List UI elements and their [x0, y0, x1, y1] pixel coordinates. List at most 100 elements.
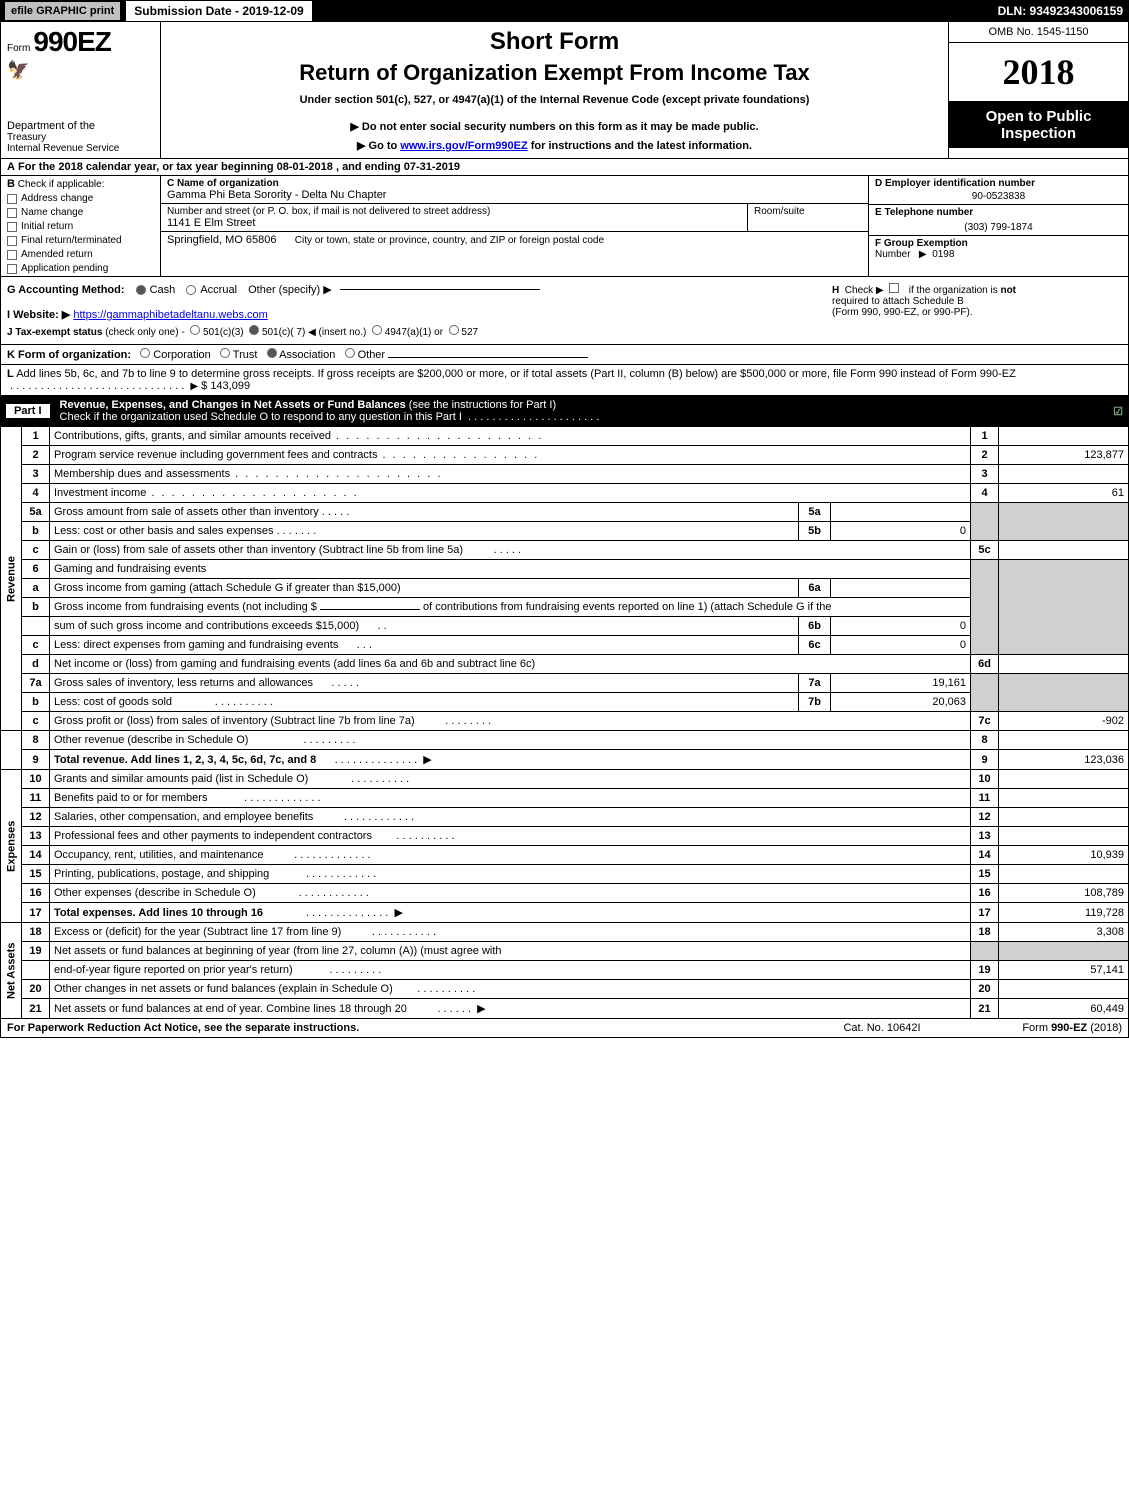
col-num: 15 [971, 865, 999, 884]
j-insert: ◀ (insert no.) [308, 327, 366, 338]
checkbox-address-change[interactable]: Address change [7, 193, 154, 204]
other-specify-line [340, 289, 540, 290]
sub-num: 7a [799, 674, 831, 693]
table-row: c Gross profit or (loss) from sales of i… [1, 712, 1129, 731]
col-num: 13 [971, 827, 999, 846]
omb-number: OMB No. 1545-1150 [949, 22, 1128, 43]
checkbox-icon [7, 236, 17, 246]
e-row: E Telephone number (303) 799-1874 [869, 205, 1128, 236]
line-a-label: A [7, 161, 15, 173]
checkbox-application-pending[interactable]: Application pending [7, 263, 154, 274]
radio-527[interactable] [449, 325, 459, 335]
line-a-ending: , and ending 07-31-2019 [336, 161, 460, 173]
website-link[interactable]: https://gammaphibetadeltanu.webs.com [73, 309, 267, 321]
gray-cell [971, 674, 999, 712]
public-note: ▶ Do not enter social security numbers o… [171, 120, 938, 133]
table-row: Net Assets 18 Excess or (deficit) for th… [1, 923, 1129, 942]
line-desc: Other expenses (describe in Schedule O) … [50, 884, 971, 903]
sub-val: 19,161 [831, 674, 971, 693]
dln-label: DLN: 93492343006159 [998, 4, 1123, 18]
sub-num: 6c [799, 636, 831, 655]
h-right: H Check ▶ if the organization is not req… [822, 283, 1122, 338]
line-num: 2 [22, 446, 50, 465]
checkbox-h[interactable] [889, 283, 899, 293]
table-row: 17 Total expenses. Add lines 10 through … [1, 903, 1129, 923]
table-row: Expenses 10 Grants and similar amounts p… [1, 770, 1129, 789]
radio-cash[interactable] [136, 285, 146, 295]
line-desc: Occupancy, rent, utilities, and maintena… [50, 846, 971, 865]
header-center: Short Form Return of Organization Exempt… [161, 22, 948, 158]
table-row: a Gross income from gaming (attach Sched… [1, 579, 1129, 598]
sub-val: 0 [831, 617, 971, 636]
radio-501c[interactable] [249, 325, 259, 335]
eagle-icon: 🦅 [7, 60, 154, 81]
checkbox-name-change[interactable]: Name change [7, 207, 154, 218]
checkbox-label: Final return/terminated [21, 235, 122, 246]
radio-501c3[interactable] [190, 325, 200, 335]
sub-num: 7b [799, 693, 831, 712]
gray-cell [999, 942, 1129, 961]
line-num: d [22, 655, 50, 674]
d-row: D Employer identification number 90-0523… [869, 176, 1128, 205]
table-row: 8 Other revenue (describe in Schedule O)… [1, 731, 1129, 750]
gray-cell [999, 560, 1129, 655]
part-1-desc: Revenue, Expenses, and Changes in Net As… [60, 399, 1114, 423]
b-label: B [7, 178, 15, 190]
submission-date-box: Submission Date - 2019-12-09 [125, 0, 312, 22]
table-row: 2 Program service revenue including gove… [1, 446, 1129, 465]
radio-corp[interactable] [140, 348, 150, 358]
radio-accrual[interactable] [186, 285, 196, 295]
col-num: 14 [971, 846, 999, 865]
radio-assoc[interactable] [267, 348, 277, 358]
sub-num: 5b [799, 522, 831, 541]
sub-num: 6b [799, 617, 831, 636]
radio-other-org[interactable] [345, 348, 355, 358]
footer-cat-no: Cat. No. 10642I [802, 1022, 962, 1034]
col-num: 11 [971, 789, 999, 808]
h-text3: (Form 990, 990-EZ, or 990-PF). [832, 307, 973, 318]
department-label-1: Department of the [7, 120, 154, 132]
line-desc: sum of such gross income and contributio… [50, 617, 799, 636]
value-cell: 61 [999, 484, 1129, 503]
h-text1: if the organization is [909, 285, 1001, 296]
line-desc: Gross amount from sale of assets other t… [50, 503, 799, 522]
l6b-part2: of contributions from fundraising events… [423, 601, 831, 613]
line-num: 5a [22, 503, 50, 522]
sub-num: 5a [799, 503, 831, 522]
checkbox-icon [7, 222, 17, 232]
col-def: D Employer identification number 90-0523… [868, 176, 1128, 276]
value-cell [999, 731, 1129, 750]
line-desc: Less: direct expenses from gaming and fu… [50, 636, 799, 655]
checkbox-label: Name change [21, 207, 83, 218]
table-row: 9 Total revenue. Add lines 1, 2, 3, 4, 5… [1, 750, 1129, 770]
col-num: 7c [971, 712, 999, 731]
l-text: Add lines 5b, 6c, and 7b to line 9 to de… [16, 368, 1016, 380]
main-table: Revenue 1 Contributions, gifts, grants, … [0, 426, 1129, 1019]
expenses-side-label: Expenses [1, 770, 22, 923]
line-desc: Gain or (loss) from sale of assets other… [50, 541, 971, 560]
line-num: 19 [22, 942, 50, 961]
checkbox-amended-return[interactable]: Amended return [7, 249, 154, 260]
goto-link[interactable]: www.irs.gov/Form990EZ [400, 140, 527, 152]
checkbox-initial-return[interactable]: Initial return [7, 221, 154, 232]
col-num: 17 [971, 903, 999, 923]
part-1-check-text: Check if the organization used Schedule … [60, 411, 462, 423]
sub-val: 0 [831, 636, 971, 655]
line-desc: Gross sales of inventory, less returns a… [50, 674, 799, 693]
gray-cell [971, 942, 999, 961]
footer-left: For Paperwork Reduction Act Notice, see … [7, 1022, 802, 1034]
h-label: H [832, 285, 839, 296]
line-desc: Other revenue (describe in Schedule O) .… [50, 731, 971, 750]
checkbox-label: Address change [21, 193, 93, 204]
street-address: 1141 E Elm Street [167, 217, 741, 229]
return-title: Return of Organization Exempt From Incom… [171, 60, 938, 86]
line-num: 15 [22, 865, 50, 884]
radio-trust[interactable] [220, 348, 230, 358]
ein-value: 90-0523838 [875, 191, 1122, 202]
value-cell: 57,141 [999, 961, 1129, 980]
col-num: 8 [971, 731, 999, 750]
k-assoc: Association [279, 349, 335, 361]
radio-4947[interactable] [372, 325, 382, 335]
checkbox-final-return[interactable]: Final return/terminated [7, 235, 154, 246]
efile-print-button[interactable]: efile GRAPHIC print [4, 1, 121, 21]
